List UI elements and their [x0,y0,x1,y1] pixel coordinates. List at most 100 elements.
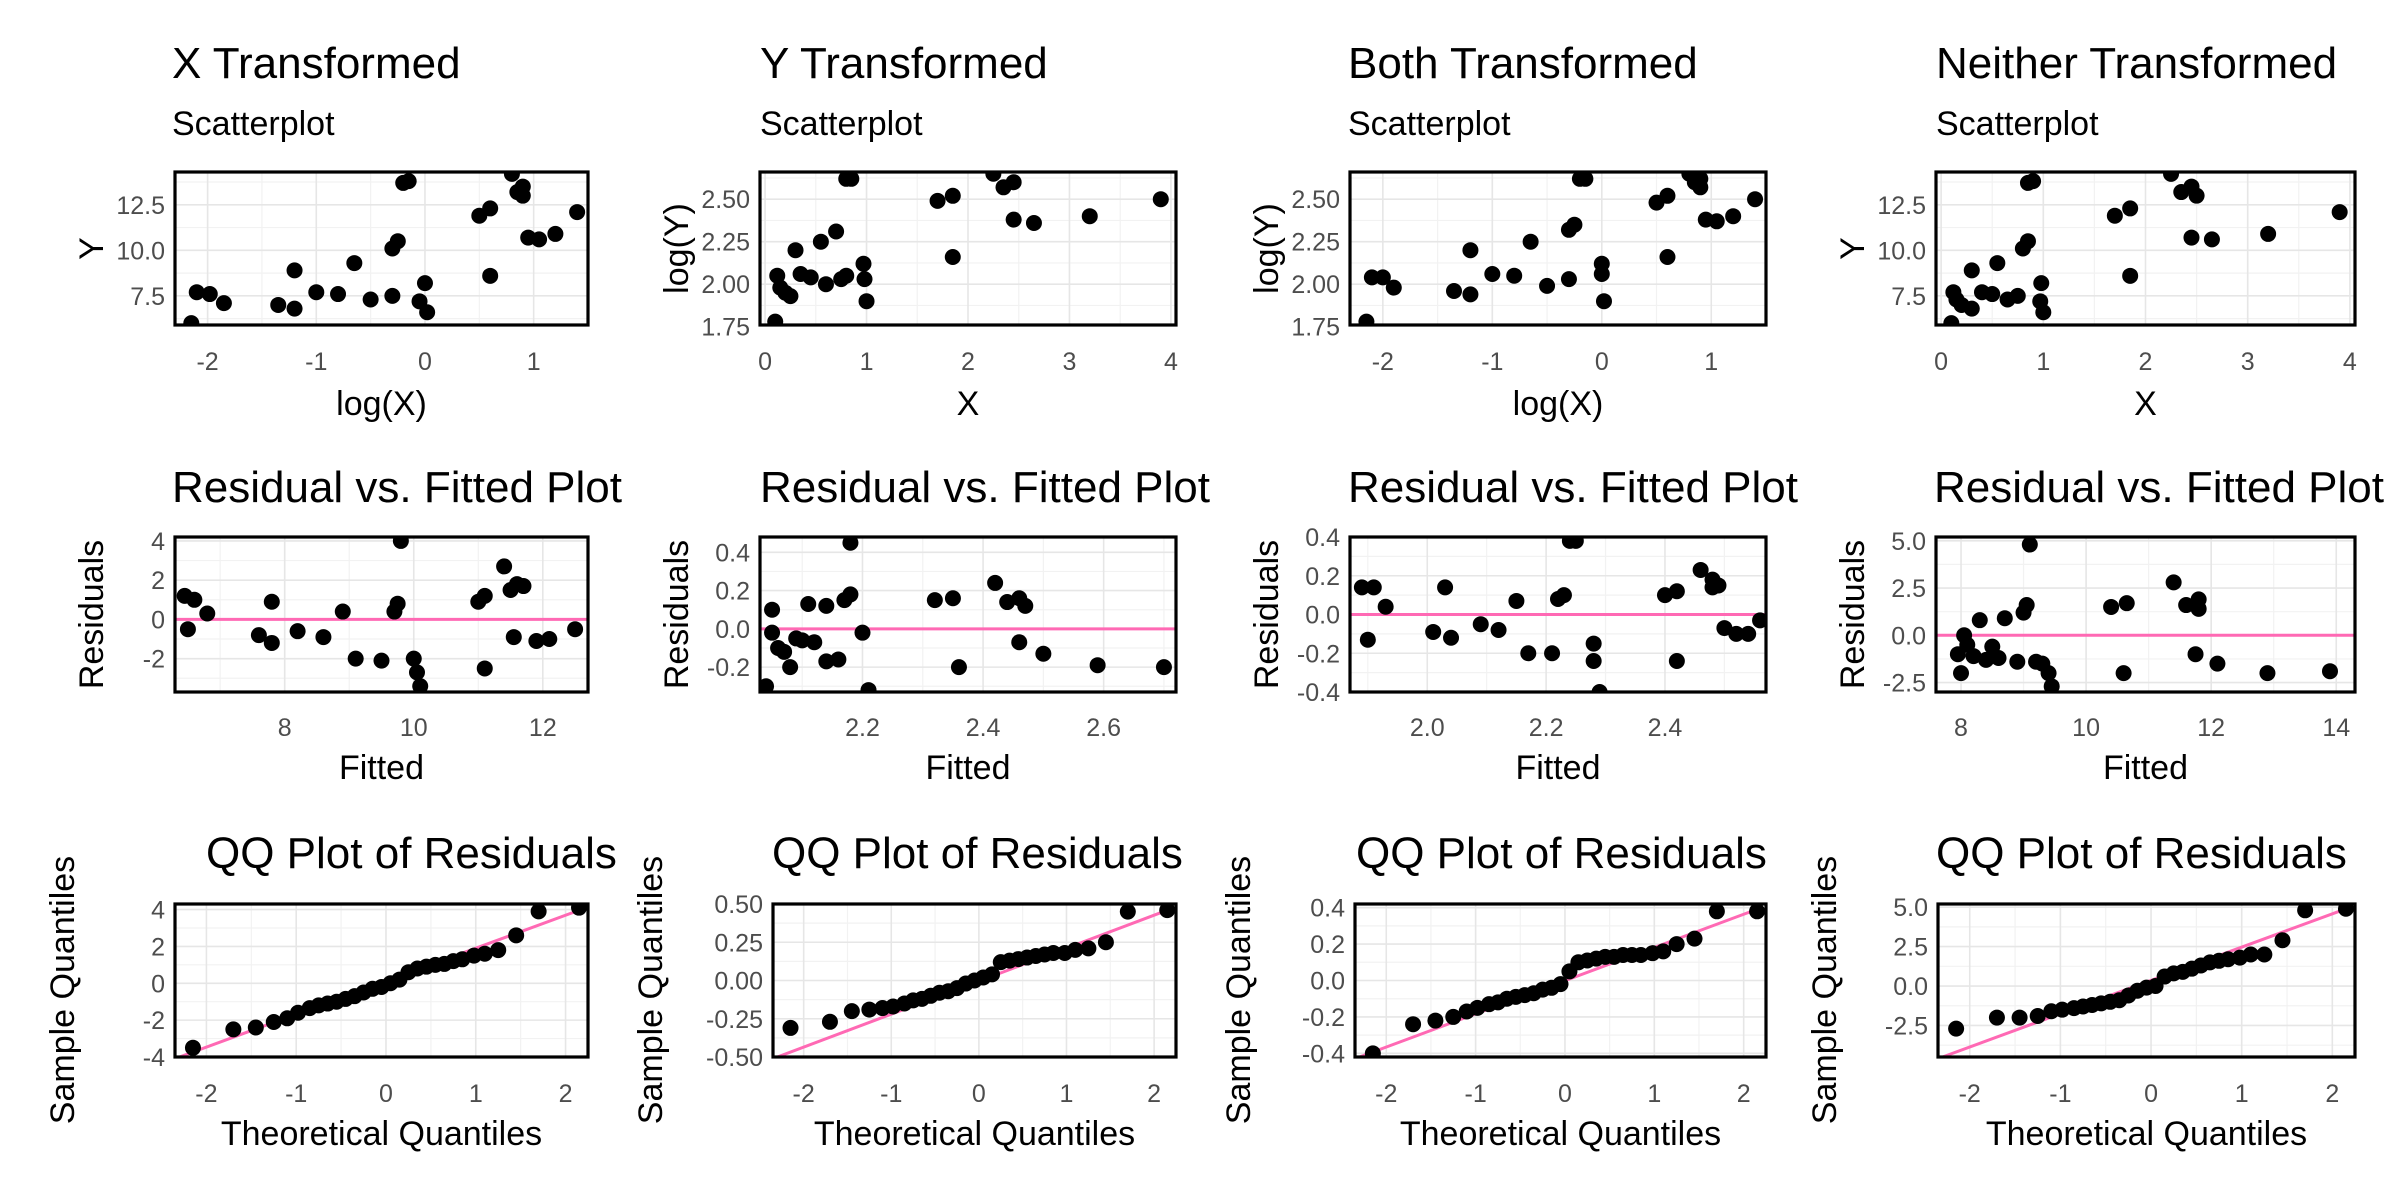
panel-frame [758,170,1178,327]
data-point [2220,951,2237,968]
x-tick-label: -1 [305,348,327,376]
x-tick-label: 1 [469,1080,483,1108]
data-point [1668,936,1685,953]
x-tick-label: 2 [1147,1080,1161,1108]
data-point [2028,653,2045,670]
data-point [1659,187,1676,204]
plot-area [760,537,1176,692]
data-point [2025,173,2042,190]
panel-title: QQ Plot of Residuals [206,829,617,878]
x-tick-label: 1 [2036,348,2050,376]
data-point [201,286,218,303]
data-point [2178,597,2195,614]
y-tick-label: 0.2 [715,578,750,606]
data-point [812,233,829,250]
panel-2-1: -2 -1 0 1 2 -0.50 -0.25 0.00 0.25 0.50 QQ Plot of … [632,829,1183,1153]
data-point [1377,598,1394,615]
data-point [184,1039,201,1056]
data-point [263,593,280,610]
data-point [1405,1016,1422,1033]
data-point [944,187,961,204]
data-point [782,288,799,305]
x-tick-label: -1 [1465,1080,1487,1108]
data-point [265,1013,282,1030]
data-point [1996,610,2013,627]
data-point [1978,651,1995,668]
data-point [776,643,793,660]
data-point [308,284,325,301]
data-point [482,200,499,217]
data-point [929,192,946,209]
data-point [496,558,513,575]
data-point [1364,1045,1381,1057]
y-tick-label: 1.75 [701,314,750,342]
data-point [315,629,332,646]
data-point [1990,649,2007,666]
data-point [1506,267,1523,284]
data-point [855,255,872,272]
y-tick-label: 0.0 [1891,622,1926,650]
x-tick-label: -2 [1375,1080,1397,1108]
data-point [1385,279,1402,296]
panel-frame [173,170,590,327]
data-point [843,172,860,187]
x-axis-label: log(X) [336,385,427,423]
data-point [2040,665,2057,682]
data-point [2122,267,2139,284]
panel-title: X Transformed [172,39,461,88]
x-tick-label: 2.2 [845,714,880,742]
data-point [1710,577,1727,594]
data-point [802,269,819,286]
data-point [2297,904,2314,919]
panel-1-2: 2.0 2.2 2.4 -0.4 -0.2 0.0 0.2 0.4 Residual vs. F… [1248,463,1798,787]
data-point [1716,620,1733,637]
x-tick-label: -2 [196,348,218,376]
x-tick-label: 2.0 [1410,714,1445,742]
data-point [503,172,520,182]
data-point [346,255,363,272]
data-point [1953,665,1970,682]
y-tick-label: 0.0 [1310,968,1345,996]
data-point [1591,684,1608,692]
x-tick-label: 10 [2072,714,2100,742]
data-point [476,587,493,604]
x-tick-label: 0 [1558,1080,1572,1108]
data-point [330,286,347,303]
x-tick-label: 1 [860,348,874,376]
y-tick-label: -0.2 [1302,1004,1345,1032]
y-tick-label: 4 [151,528,165,556]
data-point [1089,657,1106,674]
panel-0-3: 0 1 2 3 4 7.5 10.0 12.5 Neither Transformed Scatt… [1834,39,2357,423]
x-tick-label: -1 [1481,348,1503,376]
data-point [987,574,1004,591]
panel-subtitle: Scatterplot [1348,105,1511,143]
y-tick-label: 7.5 [1891,283,1926,311]
data-point [1427,1012,1444,1029]
data-point [1365,579,1382,596]
data-point [2190,600,2207,617]
data-point [1692,179,1709,196]
data-point [569,204,586,221]
y-axis-label: Y [1834,237,1872,260]
x-axis-label: Fitted [925,749,1010,787]
x-axis-label: Fitted [339,749,424,787]
data-point [1119,904,1136,920]
data-point [571,904,588,916]
y-tick-label: 2.25 [1291,229,1340,257]
y-tick-label: 2 [151,567,165,595]
data-point [2183,229,2200,246]
x-tick-label: -2 [195,1080,217,1108]
data-point [1025,215,1042,231]
data-point [1152,191,1169,208]
plot-area [1350,537,1766,692]
data-point [528,632,545,649]
y-tick-label: 0.2 [1305,563,1340,591]
data-point [183,315,200,325]
data-point [1462,242,1479,259]
data-point [1668,583,1685,600]
data-point [1472,616,1489,633]
data-point [760,678,775,692]
y-tick-label: 1.75 [1291,314,1340,342]
data-point [1963,262,1980,279]
data-point [334,603,351,620]
